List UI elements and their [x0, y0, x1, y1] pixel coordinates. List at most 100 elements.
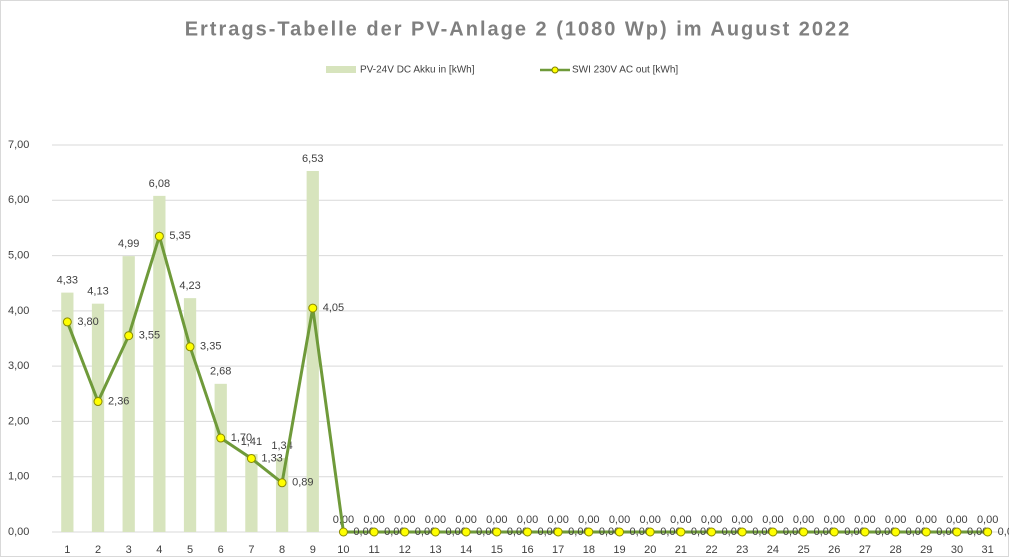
marker	[615, 527, 625, 537]
marker	[768, 527, 778, 537]
y-tick-label: 0,00	[8, 526, 29, 538]
marker	[584, 527, 594, 537]
data-label: 0,00	[578, 514, 599, 526]
data-label: 0,00	[547, 514, 568, 526]
x-tick-label: 13	[429, 544, 441, 556]
data-label: 0,00	[333, 514, 354, 526]
x-tick-label: 16	[521, 544, 533, 556]
data-label: 0,00	[998, 526, 1009, 538]
data-label: 0,00	[732, 514, 753, 526]
x-tick-label: 7	[248, 544, 254, 556]
data-label: 0,00	[906, 526, 927, 538]
y-tick-label: 4,00	[8, 305, 29, 317]
marker	[860, 527, 870, 537]
marker	[707, 527, 717, 537]
x-tick-label: 19	[613, 544, 625, 556]
y-tick-label: 2,00	[8, 415, 29, 427]
marker	[523, 527, 532, 537]
x-tick-label: 31	[982, 544, 994, 556]
data-label: 0,00	[783, 526, 804, 538]
y-tick-label: 1,00	[8, 471, 29, 483]
marker	[216, 433, 226, 443]
x-tick-label: 17	[552, 544, 564, 556]
x-tick-label: 14	[460, 544, 472, 556]
data-label: 4,05	[323, 302, 344, 314]
x-tick-label: 27	[859, 544, 871, 556]
data-label: 0,00	[722, 526, 743, 538]
marker	[676, 527, 686, 537]
data-label: 0,00	[455, 514, 476, 526]
data-label: 0,00	[538, 526, 559, 538]
data-label: 5,35	[169, 230, 190, 242]
x-tick-label: 12	[399, 544, 411, 556]
data-label: 3,35	[200, 341, 221, 353]
data-label: 6,53	[302, 153, 323, 165]
data-label: 0,00	[445, 526, 466, 538]
bar	[61, 292, 74, 532]
marker	[829, 527, 839, 537]
marker	[369, 527, 379, 537]
data-label: 0,00	[394, 514, 415, 526]
data-label: 0,00	[814, 526, 835, 538]
data-label: 0,00	[854, 514, 875, 526]
x-tick-label: 1	[64, 544, 70, 556]
marker	[185, 342, 195, 352]
marker	[124, 331, 134, 341]
bar	[153, 195, 166, 532]
data-label: 4,13	[87, 286, 108, 298]
marker	[983, 527, 993, 537]
x-tick-label: 18	[583, 544, 595, 556]
x-tick-label: 11	[368, 544, 379, 556]
data-label: 0,00	[752, 526, 773, 538]
data-label: 0,00	[701, 514, 722, 526]
data-label: 0,00	[916, 514, 937, 526]
data-label: 2,36	[108, 395, 129, 407]
x-tick-label: 26	[828, 544, 840, 556]
data-label: 0,00	[599, 526, 620, 538]
marker	[492, 527, 502, 537]
data-label: 1,33	[261, 452, 282, 464]
x-tick-label: 15	[491, 544, 503, 556]
data-label: 4,33	[57, 275, 78, 287]
legend-label: PV-24V DC Akku in [kWh]	[360, 65, 475, 76]
data-label: 0,00	[363, 514, 384, 526]
marker	[921, 527, 931, 537]
marker	[154, 231, 164, 241]
data-label: 0,00	[885, 514, 906, 526]
data-label: 0,00	[486, 514, 507, 526]
x-tick-label: 29	[920, 544, 932, 556]
data-label: 0,00	[793, 514, 814, 526]
data-label: 4,23	[179, 280, 200, 292]
marker	[93, 397, 103, 407]
marker	[461, 527, 471, 537]
data-label: 0,00	[936, 526, 957, 538]
y-tick-label: 5,00	[8, 249, 29, 261]
data-label: 0,00	[977, 514, 998, 526]
data-label: 0,00	[630, 526, 651, 538]
marker	[338, 527, 348, 537]
legend-swatch	[326, 66, 356, 73]
data-label: 0,00	[507, 526, 528, 538]
data-label: 0,00	[384, 526, 405, 538]
x-tick-label: 2	[95, 544, 101, 556]
data-label: 0,00	[660, 526, 681, 538]
marker	[952, 527, 962, 537]
data-label: 0,00	[639, 514, 660, 526]
x-tick-label: 20	[644, 544, 656, 556]
x-tick-label: 9	[310, 544, 316, 556]
bar	[122, 256, 135, 532]
data-label: 3,80	[77, 316, 98, 328]
data-label: 6,08	[149, 178, 170, 190]
x-tick-label: 6	[218, 544, 224, 556]
data-label: 0,00	[568, 526, 589, 538]
legend-label: SWI 230V AC out [kWh]	[572, 65, 678, 76]
y-tick-label: 6,00	[8, 194, 29, 206]
bar	[91, 303, 105, 532]
legend-marker	[551, 66, 559, 74]
data-label: 0,00	[967, 526, 988, 538]
data-label: 0,00	[353, 526, 374, 538]
x-tick-label: 5	[187, 544, 193, 556]
marker	[430, 527, 440, 537]
data-label: 0,00	[844, 526, 865, 538]
